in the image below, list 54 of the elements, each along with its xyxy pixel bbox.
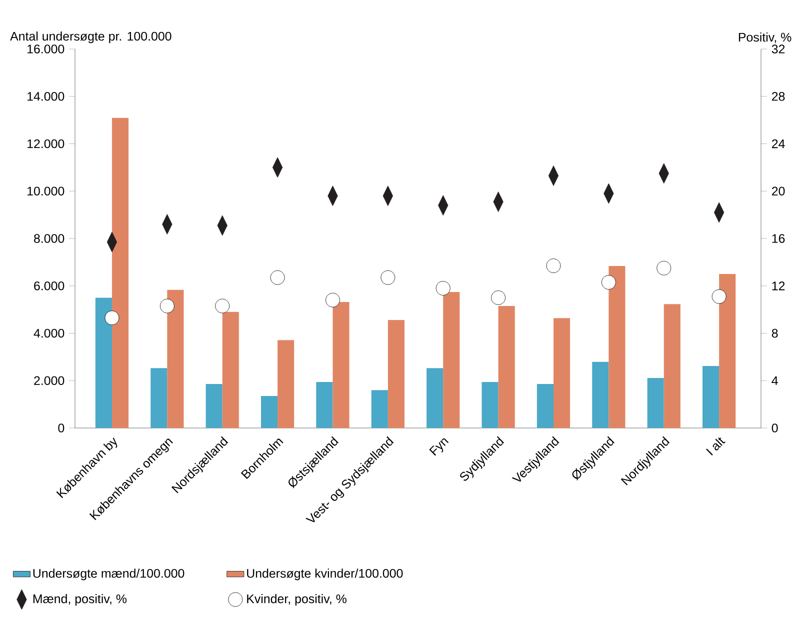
bar <box>426 368 444 428</box>
bar <box>332 302 350 428</box>
legend-label: Undersøgte kvinder/100.000 <box>247 568 403 580</box>
legend-label: Undersøgte mænd/100.000 <box>33 568 184 580</box>
bar <box>647 378 664 428</box>
y-tick-label: 12.000 <box>28 139 64 148</box>
point <box>160 298 174 314</box>
legend-label: Kvinder, positiv, % <box>247 594 346 606</box>
legend-label: Mænd, positiv, % <box>33 594 127 606</box>
bar <box>222 312 239 428</box>
y-tick-label: 6.000 <box>34 281 64 290</box>
bar <box>536 384 554 428</box>
point <box>601 275 616 290</box>
y2-tick-label: 20 <box>772 186 785 196</box>
y2-tick-label: 8 <box>772 328 778 338</box>
y-tick-label: 16.000 <box>28 44 64 54</box>
y-tick-label: 14.000 <box>28 92 64 101</box>
y-tick-label: 4.000 <box>34 328 64 338</box>
bar <box>388 320 404 428</box>
bar <box>608 266 626 428</box>
bar <box>443 292 460 428</box>
y2-tick-label: 32 <box>772 44 785 54</box>
x-tick-label: Fyn <box>429 438 449 456</box>
bar <box>702 366 720 428</box>
bar <box>150 368 168 428</box>
y-tick-label: 0 <box>58 424 64 432</box>
bar <box>664 304 680 428</box>
bar <box>95 298 112 428</box>
bar <box>482 382 498 428</box>
bar <box>498 306 515 428</box>
bar <box>553 318 570 428</box>
bar <box>719 274 736 428</box>
y-axis-title: Antal undersøgte pr. 100.000 <box>10 31 172 44</box>
y2-tick-label: 24 <box>772 139 785 148</box>
bar <box>316 382 333 428</box>
y-tick-label: 8.000 <box>34 234 64 243</box>
y-tick-label: 2.000 <box>34 376 64 386</box>
y2-tick-label: 0 <box>772 424 778 432</box>
bar <box>278 340 294 428</box>
bar <box>167 290 184 428</box>
bar <box>260 396 278 428</box>
bar <box>371 390 388 428</box>
bar <box>206 384 222 428</box>
y2-axis-title: Positiv, % <box>738 32 792 44</box>
y2-tick-label: 16 <box>772 234 785 243</box>
y2-tick-label: 12 <box>772 282 785 290</box>
y-tick-label: 10.000 <box>28 186 64 196</box>
x-tick-label: I alt <box>706 437 726 456</box>
bar <box>112 118 129 428</box>
point <box>104 310 120 326</box>
point <box>712 289 726 304</box>
y2-tick-label: 28 <box>772 92 785 101</box>
y2-tick-label: 4 <box>772 376 778 385</box>
bar <box>592 362 609 428</box>
